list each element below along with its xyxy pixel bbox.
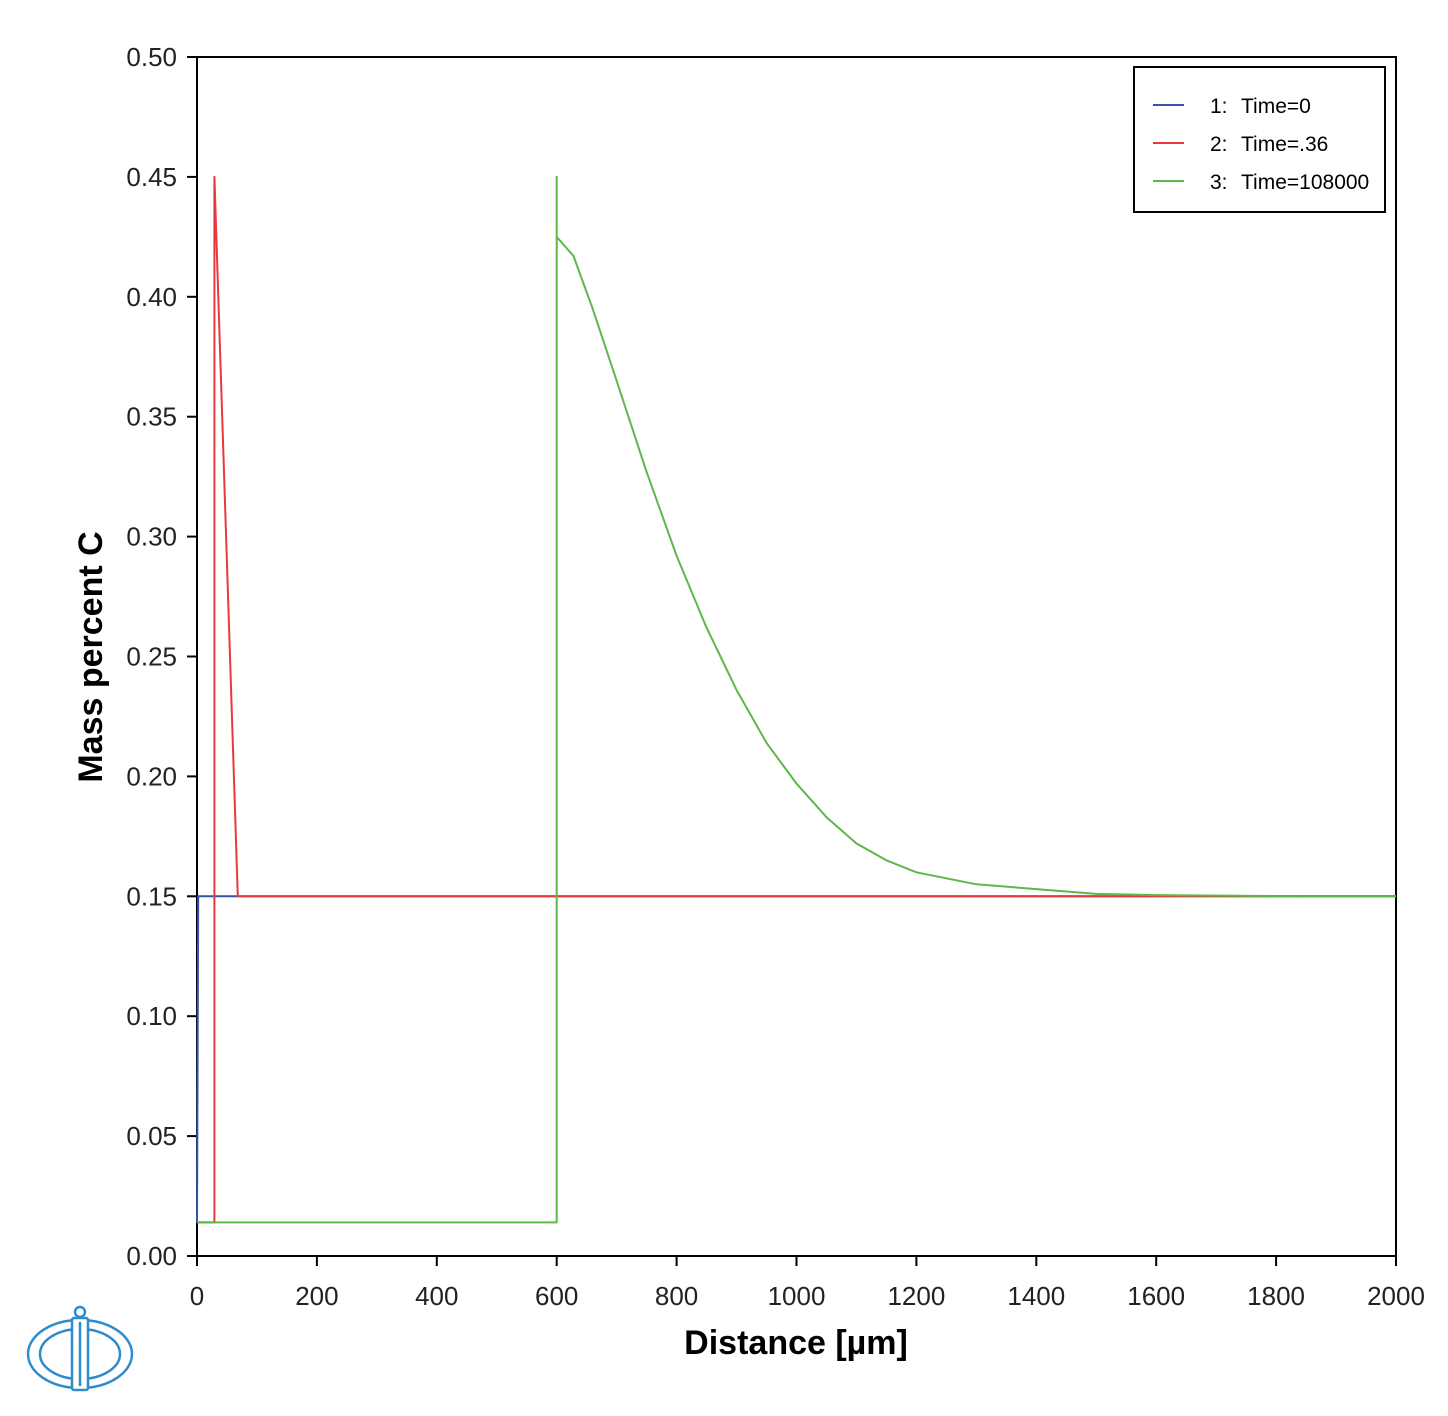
legend-box [1133,66,1386,213]
y-tick-label: 0.10 [126,1001,177,1031]
x-tick-label: 1800 [1247,1281,1305,1311]
y-tick-label: 0.45 [126,162,177,192]
series-line-1 [196,895,1396,1223]
x-tick-label: 1400 [1007,1281,1065,1311]
tick-labels: 0 200 400 600 800 1000 1200 1400 1600 1800 2000 0.0… [126,42,1425,1311]
series-layer [196,175,1397,1224]
legend-label-1: Time=0 [1241,95,1311,118]
plot-frame [196,56,1397,1257]
series-line-2 [197,175,1396,1224]
x-tick-label: 1600 [1127,1281,1185,1311]
thermo-calc-logo-icon [26,1305,134,1392]
legend: 1: Time=0 2: Time=.36 3: Time=108000 [1133,66,1386,213]
y-tick-label: 0.35 [126,402,177,432]
x-tick-label: 0 [190,1281,204,1311]
x-tick-label: 2000 [1367,1281,1425,1311]
x-tick-label: 800 [655,1281,698,1311]
y-tick-label: 0.05 [126,1121,177,1151]
y-tick-label: 0.15 [126,881,177,911]
y-axis-title: Mass percent C [72,531,110,782]
legend-index-3: 3: [1210,171,1228,194]
x-tick-label: 1000 [768,1281,826,1311]
legend-label-2: Time=.36 [1241,133,1328,156]
y-tick-label: 0.25 [126,642,177,672]
y-tick-label: 0.20 [126,761,177,791]
y-tick-label: 0.30 [126,522,177,552]
series-line-3 [197,175,1397,1224]
legend-index-2: 2: [1210,133,1228,156]
axis-ticks [187,56,1397,1266]
x-tick-label: 600 [535,1281,578,1311]
x-tick-label: 200 [295,1281,338,1311]
y-tick-label: 0.50 [126,42,177,72]
legend-label-3: Time=108000 [1241,171,1369,194]
y-tick-label: 0.40 [126,282,177,312]
y-tick-label: 0.00 [126,1241,177,1271]
x-axis-title: Distance [µm] [684,1324,908,1362]
x-tick-label: 400 [415,1281,458,1311]
legend-index-1: 1: [1210,95,1228,118]
x-tick-label: 1200 [887,1281,945,1311]
